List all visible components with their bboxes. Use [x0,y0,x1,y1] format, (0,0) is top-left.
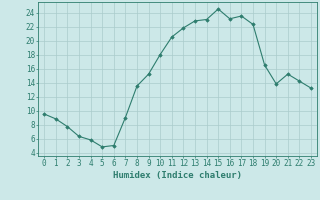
X-axis label: Humidex (Indice chaleur): Humidex (Indice chaleur) [113,171,242,180]
